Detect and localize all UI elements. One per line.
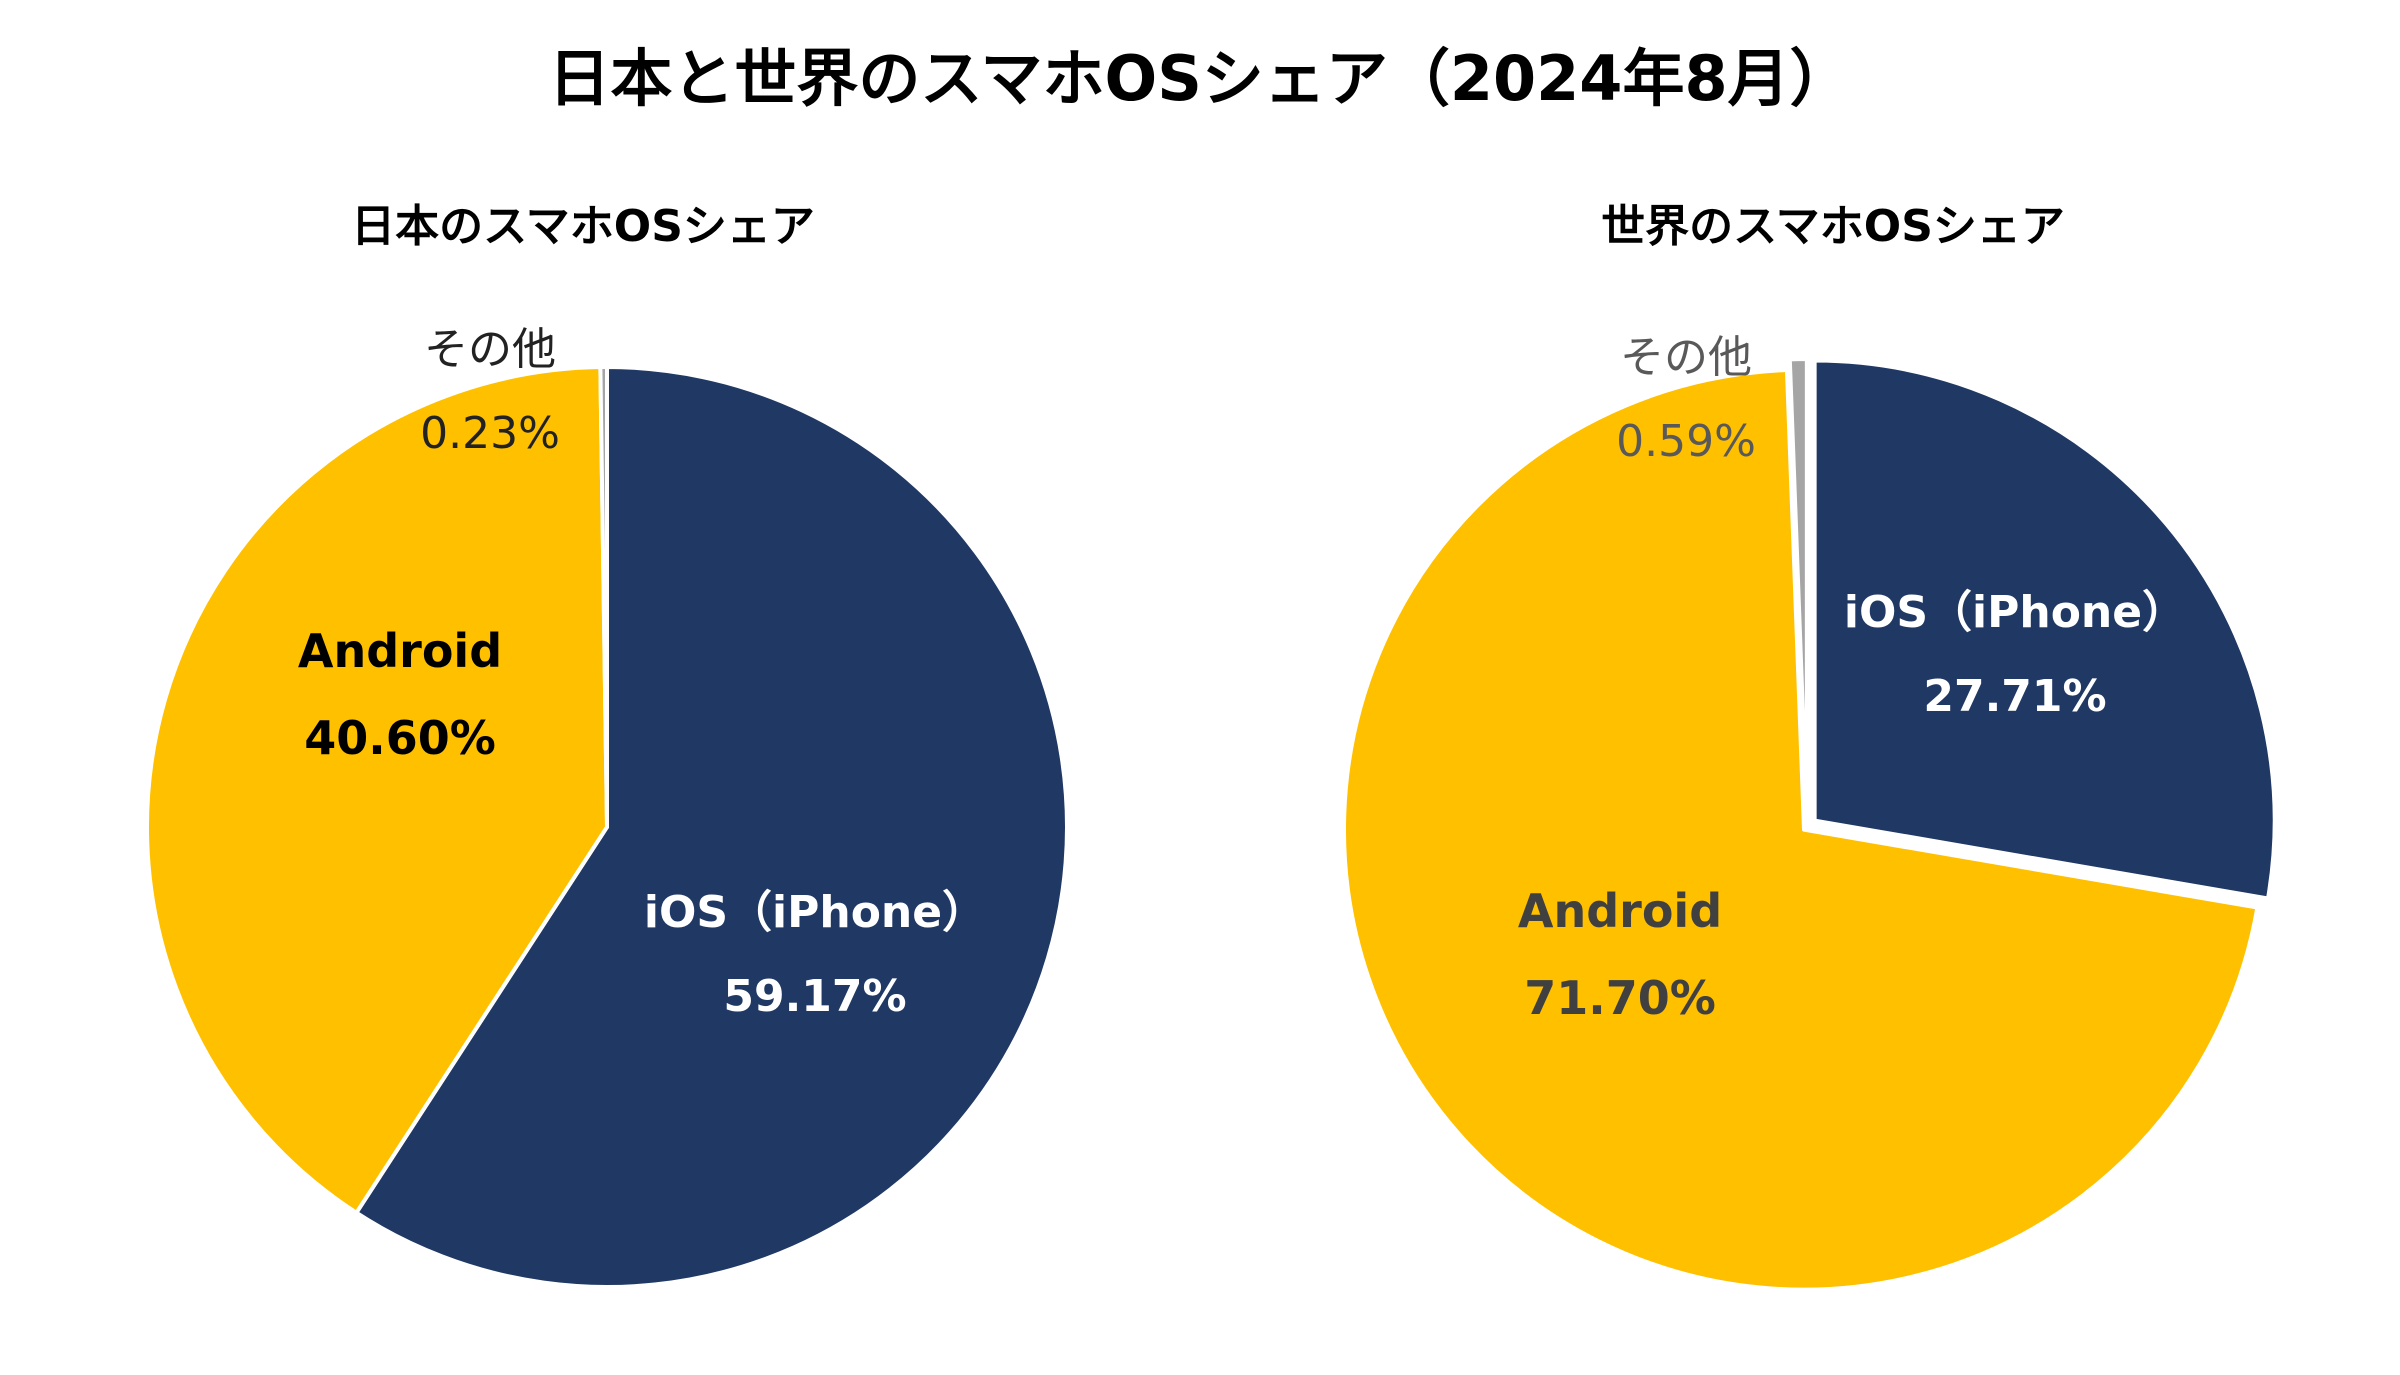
world-slice-value-1: 71.70%	[1524, 970, 1716, 1025]
world-slice-name-2: その他	[1620, 332, 1752, 384]
japan-pie-chart: 日本のスマホOSシェア iOS（iPhone） 59.17% Android 40.6…	[100, 201, 1115, 1289]
world-slice-value-2: 0.59%	[1616, 415, 1756, 467]
japan-slice-name-1: Android	[297, 623, 503, 678]
world-slice-1	[1342, 367, 2260, 1292]
japan-slice-label-2: その他 0.23%	[190, 308, 790, 475]
japan-slice-0	[354, 365, 1069, 1289]
japan-slice-1	[145, 365, 609, 1215]
japan-slice-value-0: 59.17%	[723, 970, 907, 1022]
japan-pie	[145, 365, 1069, 1289]
world-slice-2	[1787, 357, 1809, 822]
main-title: 日本と世界のスマホOSシェア（2024年8月）	[548, 42, 1852, 115]
world-pie-chart: 世界のスマホOSシェア iOS（iPhone） 27.71% Android 71.7…	[1200, 0, 2400, 1375]
world-slice-label-2: その他 0.59%	[1386, 316, 1986, 483]
japan-chart-title: 日本のスマホOSシェア	[351, 201, 815, 252]
world-chart-title: 世界のスマホOSシェア	[1601, 201, 2065, 252]
world-slice-value-0: 27.71%	[1923, 670, 2107, 722]
world-slice-label-0: iOS（iPhone） 27.71%	[1715, 571, 2315, 738]
japan-slice-value-1: 40.60%	[304, 710, 496, 765]
japan-slice-label-0: iOS（iPhone） 59.17%	[515, 871, 1115, 1038]
japan-slice-name-2: その他	[424, 324, 556, 376]
japan-slice-value-2: 0.23%	[420, 407, 560, 459]
world-slice-0	[1812, 358, 2277, 901]
japan-slice-name-0: iOS（iPhone）	[643, 887, 987, 939]
world-slice-label-1: Android 71.70%	[1320, 868, 1920, 1043]
world-pie	[1342, 357, 2277, 1292]
japan-slice-2	[598, 365, 609, 829]
world-slice-name-0: iOS（iPhone）	[1843, 587, 2187, 639]
world-slice-name-1: Android	[1517, 883, 1723, 938]
japan-slice-label-1: Android 40.60%	[100, 608, 700, 783]
